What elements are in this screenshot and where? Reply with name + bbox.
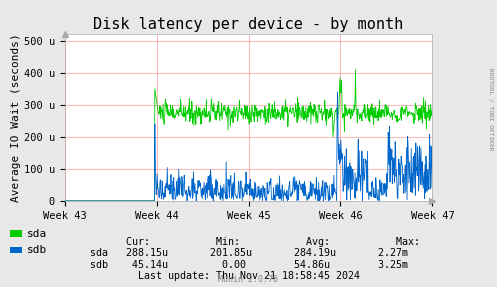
Text: RRDTOOL / TOBI OETIKER: RRDTOOL / TOBI OETIKER (489, 68, 494, 150)
Y-axis label: Average IO Wait (seconds): Average IO Wait (seconds) (11, 33, 21, 202)
Text: sdb: sdb (27, 245, 48, 255)
Text: Cur:           Min:           Avg:           Max:: Cur: Min: Avg: Max: (78, 237, 419, 247)
Text: sda   288.15u       201.85u       284.19u       2.27m: sda 288.15u 201.85u 284.19u 2.27m (89, 248, 408, 258)
Text: Last update: Thu Nov 21 18:58:45 2024: Last update: Thu Nov 21 18:58:45 2024 (138, 271, 359, 281)
Title: Disk latency per device - by month: Disk latency per device - by month (93, 17, 404, 32)
Text: sda: sda (27, 229, 48, 238)
Text: Munin 2.0.76: Munin 2.0.76 (219, 275, 278, 284)
Text: sdb    45.14u         0.00        54.86u        3.25m: sdb 45.14u 0.00 54.86u 3.25m (89, 260, 408, 270)
